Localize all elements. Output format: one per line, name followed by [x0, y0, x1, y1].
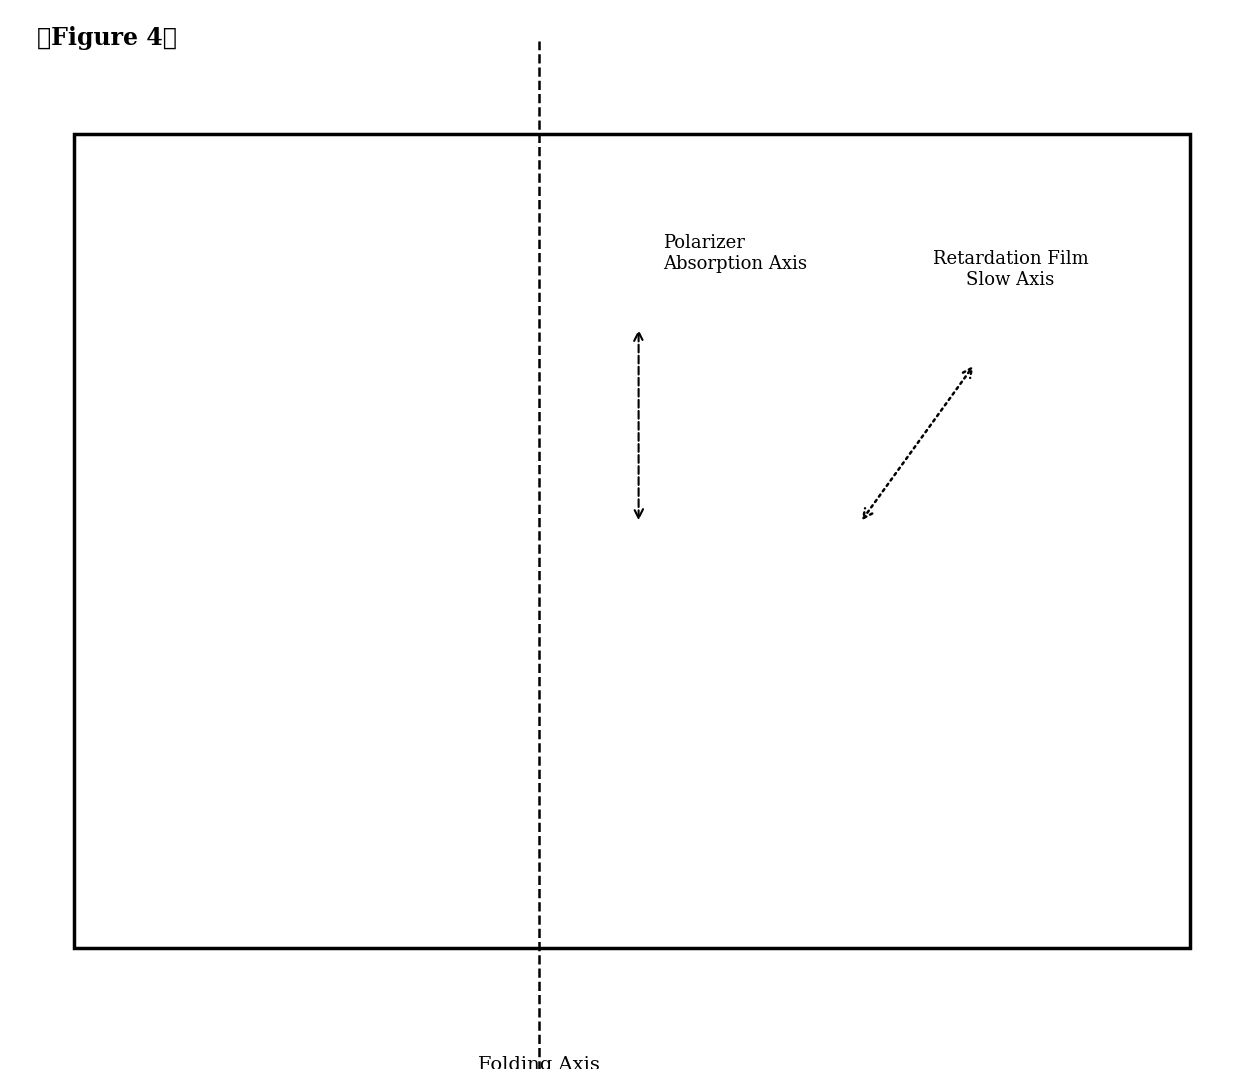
Text: Polarizer
Absorption Axis: Polarizer Absorption Axis	[663, 234, 807, 273]
Text: 「Figure 4」: 「Figure 4」	[37, 26, 177, 50]
Text: Folding Axis: Folding Axis	[479, 1056, 600, 1069]
Text: Retardation Film
Slow Axis: Retardation Film Slow Axis	[932, 250, 1089, 289]
Bar	[74, 134, 1190, 948]
